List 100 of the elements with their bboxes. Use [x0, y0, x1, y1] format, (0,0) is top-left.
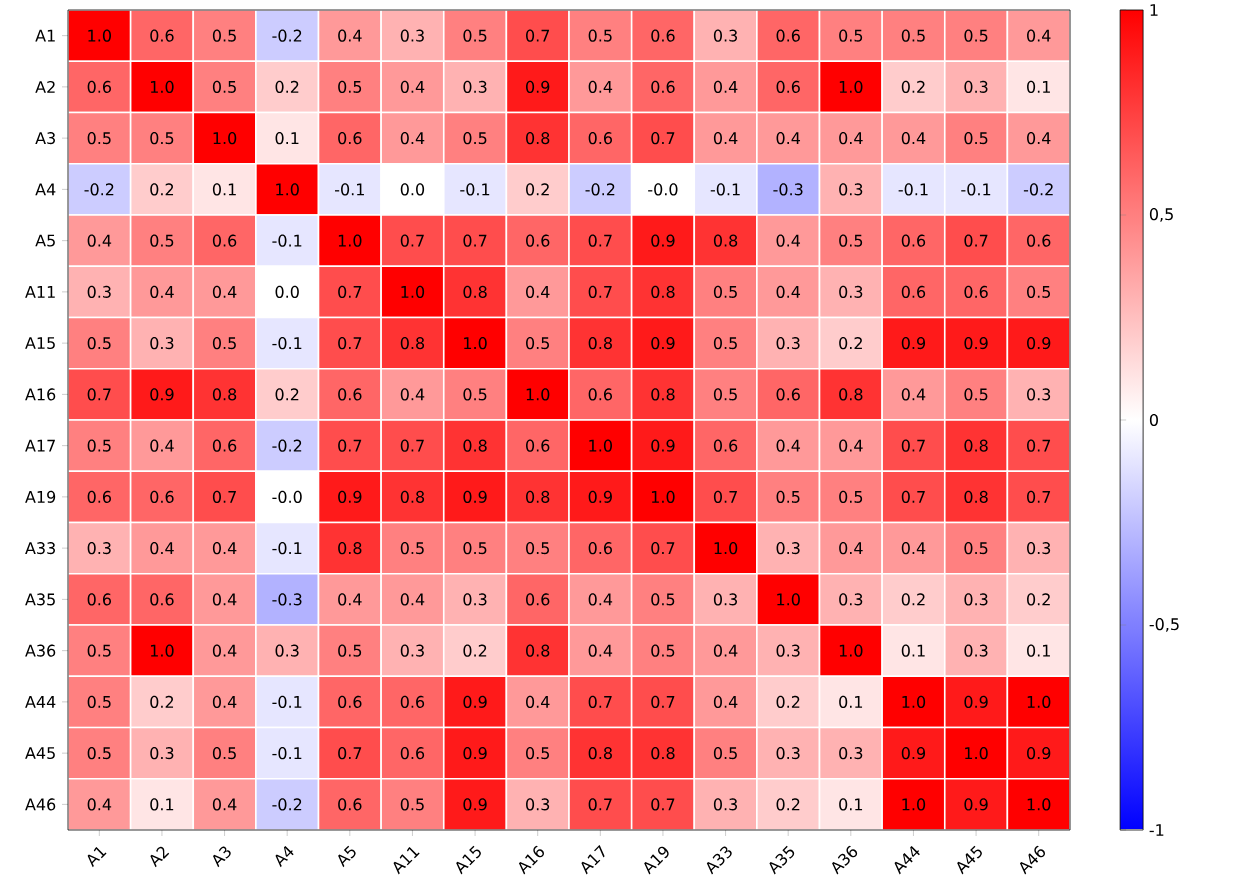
- data-label: 0.4: [150, 285, 174, 298]
- data-label: 0.3: [463, 593, 487, 606]
- y-tick-label: A33: [25, 542, 55, 555]
- data-label: 0.5: [212, 337, 236, 350]
- data-label: 0.2: [839, 337, 862, 350]
- data-label: 0.7: [651, 695, 675, 708]
- x-tick-label: A5: [338, 845, 356, 868]
- data-label: 1.0: [150, 644, 174, 657]
- data-label: 0.5: [839, 29, 863, 42]
- data-label: 0.8: [839, 388, 863, 401]
- data-label: 0.3: [150, 747, 174, 760]
- data-label: 1.0: [213, 132, 237, 145]
- y-tick-label: A44: [25, 696, 56, 708]
- data-label: 0.4: [338, 593, 362, 606]
- data-label: 0.8: [400, 490, 425, 503]
- data-label: 0.3: [776, 747, 800, 760]
- data-label: 0.3: [839, 593, 863, 606]
- data-label: 0.5: [212, 80, 236, 93]
- data-label: 0.9: [150, 388, 174, 401]
- data-label: 0.7: [463, 234, 487, 247]
- data-label: 0.4: [901, 388, 926, 401]
- y-tick-label: A4: [35, 183, 56, 196]
- data-label: 0.4: [212, 644, 237, 657]
- data-label: 0.7: [964, 234, 988, 247]
- data-label: 0.3: [1027, 542, 1051, 555]
- data-label: 0.2: [463, 644, 487, 657]
- color-bar-label: 0: [1149, 413, 1158, 427]
- data-label: 0.6: [212, 439, 237, 452]
- data-label: 0.6: [87, 490, 112, 503]
- data-label: 0.8: [338, 542, 362, 555]
- data-label: 0.6: [776, 388, 800, 401]
- data-label: 0.6: [776, 80, 800, 93]
- data-label: 0.6: [212, 234, 237, 247]
- data-label: 0.1: [839, 695, 863, 708]
- data-label: 0.8: [463, 439, 487, 452]
- data-label: 0.4: [713, 80, 738, 93]
- color-bar-label: -0,5: [1149, 618, 1179, 632]
- data-label: 0.7: [400, 439, 424, 452]
- data-label: 0.6: [1027, 234, 1051, 247]
- data-label: 0.6: [150, 490, 174, 503]
- y-tick-label: A16: [25, 388, 56, 401]
- data-label: -0.2: [272, 439, 302, 452]
- data-label: 0.5: [964, 388, 988, 401]
- data-label: 0.4: [1027, 132, 1051, 145]
- data-label: 0.3: [400, 644, 424, 657]
- data-label: 1.0: [1027, 798, 1051, 811]
- data-label: 0.5: [651, 644, 675, 657]
- data-label: 1.0: [777, 593, 800, 606]
- data-label: 0.4: [1027, 29, 1051, 42]
- data-label: 0.6: [901, 234, 926, 247]
- data-label: 0.9: [338, 490, 362, 503]
- data-label: 0.4: [776, 285, 801, 298]
- color-bar-label: 0,5: [1149, 208, 1173, 222]
- data-label: 0.3: [964, 644, 988, 657]
- data-label: 0.8: [526, 132, 550, 145]
- data-label: 0.2: [150, 695, 174, 708]
- data-label: 0.1: [150, 798, 174, 811]
- data-label: 1.0: [526, 388, 550, 401]
- data-label: 0.3: [713, 593, 738, 606]
- data-label: 0.1: [275, 132, 299, 145]
- data-label: 0.6: [400, 695, 425, 708]
- data-label: 0.2: [275, 388, 299, 401]
- data-label: 0.5: [526, 542, 550, 555]
- x-tick-label: A3: [213, 846, 231, 868]
- data-label: 0.9: [651, 234, 675, 247]
- data-label: 0.9: [964, 337, 988, 350]
- data-label: 0.3: [839, 747, 863, 760]
- data-label: -0.1: [272, 337, 302, 350]
- data-label: 0.4: [713, 132, 738, 145]
- data-label: 0.9: [964, 695, 988, 708]
- data-label: 0.7: [400, 234, 424, 247]
- data-label: 0.4: [713, 644, 738, 657]
- data-label: 0.4: [338, 29, 362, 42]
- data-label: 0.9: [901, 337, 926, 350]
- data-label: 0.1: [1027, 80, 1050, 93]
- data-label: 0.4: [400, 132, 425, 145]
- data-label: 0.9: [463, 798, 487, 811]
- data-label: 0.8: [588, 747, 612, 760]
- data-label: -0.2: [272, 798, 302, 811]
- data-label: 0.5: [87, 644, 111, 657]
- data-label: 0.4: [526, 695, 550, 708]
- data-label: 0.4: [87, 234, 112, 247]
- data-label: 0.6: [713, 439, 738, 452]
- data-label: 0.5: [526, 337, 550, 350]
- data-label: 0.8: [212, 388, 237, 401]
- data-label: 0.2: [901, 593, 925, 606]
- data-label: 0.3: [150, 337, 174, 350]
- data-label: 0.7: [338, 337, 362, 350]
- data-label: 0.5: [87, 337, 111, 350]
- data-label: 0.3: [87, 285, 111, 298]
- y-tick-label: A1: [35, 29, 55, 42]
- data-label: 0.3: [964, 80, 988, 93]
- data-label: 0.8: [526, 490, 550, 503]
- data-label: 0.4: [212, 542, 237, 555]
- data-label: 0.5: [87, 439, 111, 452]
- data-label: 0.7: [588, 234, 612, 247]
- data-label: 0.9: [463, 695, 487, 708]
- data-label: 0.4: [776, 234, 801, 247]
- data-label: 1.0: [839, 644, 863, 657]
- data-label: 0.9: [964, 798, 988, 811]
